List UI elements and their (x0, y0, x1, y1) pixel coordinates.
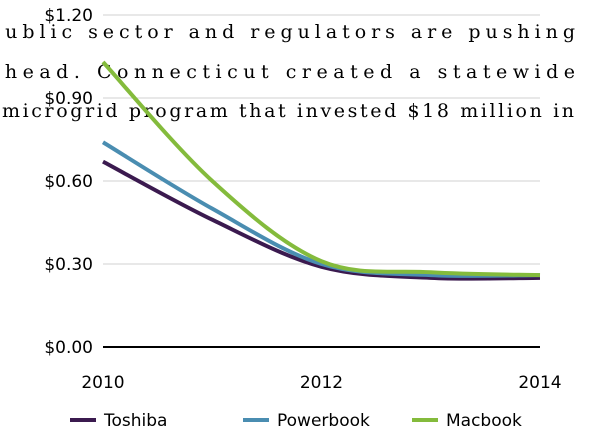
series-line (101, 140, 541, 278)
y-tick-label: $0.90 (44, 89, 93, 109)
y-tick-label: $0.00 (44, 338, 93, 358)
x-tick-label: 2010 (81, 373, 124, 393)
y-tick-label: $0.60 (44, 172, 93, 192)
doc-line: microgrid program that invested $18 mill… (2, 100, 574, 122)
doc-line: ahead. Connecticut created a statewide (0, 61, 575, 83)
y-tick-label: $1.20 (44, 6, 93, 26)
legend-label: Macbook (446, 411, 522, 431)
legend-label: Toshiba (103, 411, 167, 431)
y-tick-label: $0.30 (44, 255, 93, 275)
series-line (102, 159, 541, 281)
legend-label: Powerbook (277, 411, 370, 431)
series-line (101, 60, 541, 278)
x-tick-label: 2012 (300, 373, 343, 393)
x-tick-label: 2014 (518, 373, 561, 393)
